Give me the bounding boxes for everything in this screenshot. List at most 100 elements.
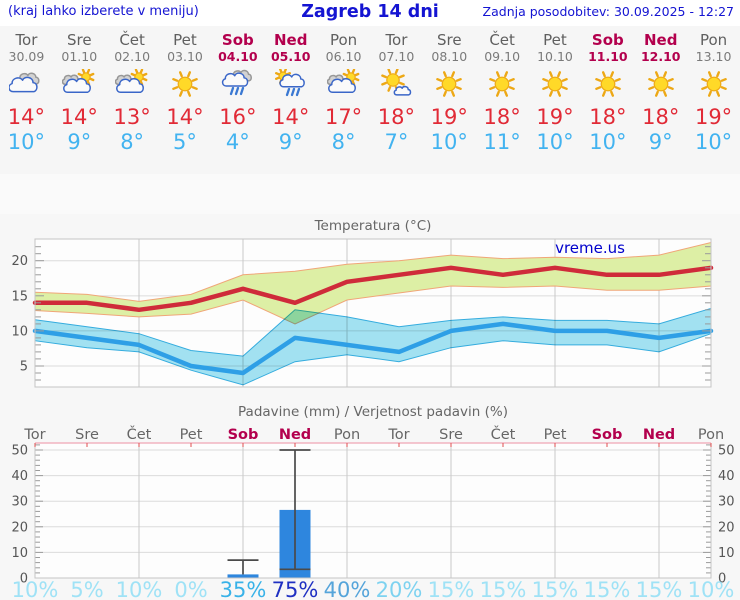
precip-day-label: Čet [127, 425, 152, 443]
precip-day-label: Tor [387, 427, 409, 443]
day-name-label: Tor [385, 31, 408, 49]
precip-day-label: Sob [592, 427, 623, 443]
precipitation-chart: 0 0 10 10 20 20 30 30 40 40 50 50 Padavine (mm) / Ve… [11, 404, 735, 600]
high-temp-label: 19° [694, 104, 733, 129]
sun-rain-icon [274, 67, 305, 97]
day-date-label: 11.10 [588, 48, 628, 64]
page-title: Zagreb 14 dni [301, 2, 439, 22]
precip-probability-label: 15% [428, 578, 475, 600]
menu-hint: (kraj lahko izberete v meniju) [8, 4, 199, 19]
precip-day-label: Pet [544, 427, 567, 443]
day-column: Pon 13.10 19° 10° [687, 26, 740, 174]
y-axis-label: 40 [11, 469, 28, 484]
axis-ticks [35, 246, 711, 381]
sunny-icon [436, 71, 463, 97]
y-axis-label: 20 [11, 254, 28, 269]
day-column: Pet 10.10 19° 10° [529, 26, 582, 174]
sunny-icon [489, 71, 515, 97]
precip-day-label: Čet [491, 425, 516, 443]
day-name-label: Pet [173, 31, 197, 49]
day-name-label: Ned [273, 31, 308, 49]
cloudy-icon [8, 72, 40, 93]
day-name-label: Čet [119, 31, 145, 49]
day-column: Tor 07.10 18° 7° [370, 26, 423, 174]
y-axis-label-right: 0 [718, 572, 726, 587]
precip-day-label: Pet [180, 427, 203, 443]
high-temp-label: 19° [536, 104, 574, 129]
day-date-label: 04.10 [218, 48, 258, 64]
plot-frame [34, 443, 712, 579]
low-temp-label: 9° [67, 129, 92, 154]
precip-probability-label: 35% [220, 578, 267, 600]
day-name-label: Sob [221, 31, 254, 49]
day-date-label: 13.10 [695, 48, 732, 64]
day-date-label: 02.10 [114, 48, 151, 64]
day-column: Sre 08.10 19° 10° [423, 26, 476, 174]
day-date-label: 09.10 [484, 48, 521, 64]
day-column: Ned 05.10 14° 9° [264, 26, 317, 174]
high-temp-label: 17° [324, 104, 363, 129]
high-temp-label: 18° [483, 104, 521, 129]
watermark-link[interactable]: vreme.us [555, 239, 625, 257]
precip-day-label: Pon [698, 427, 724, 443]
sun-cloud-icon [62, 68, 95, 93]
day-name-label: Sre [436, 31, 462, 49]
day-name-label: Ned [643, 31, 678, 49]
day-date-label: 05.10 [270, 48, 311, 64]
precip-day-label: Ned [643, 427, 675, 443]
min-temp-line [32, 321, 714, 376]
y-axis-label: 0 [20, 572, 28, 587]
temperature-chart: 5 10 15 20 Temperatura (°C) vreme.us [11, 218, 714, 388]
precip-probability-label: 0% [174, 578, 207, 600]
low-temp-label: 8° [120, 129, 145, 154]
grid-lines [35, 443, 711, 578]
day-column: Čet 09.10 18° 11° [476, 26, 529, 174]
day-date-label: 03.10 [167, 48, 203, 64]
y-axis-label-right: 30 [718, 495, 735, 510]
y-axis-label: 15 [11, 289, 28, 304]
precip-probability-label: 10% [688, 578, 735, 600]
sunny-icon [700, 71, 727, 97]
sunny-icon [647, 71, 674, 97]
sunny-icon [172, 71, 198, 97]
y-axis-label-right: 50 [718, 444, 735, 459]
precip-day-label: Tor [23, 427, 45, 443]
chart-title: Temperatura (°C) [314, 218, 432, 234]
day-column: Čet 02.10 13° 8° [106, 26, 159, 174]
low-temp-label: 10° [536, 129, 574, 154]
precip-day-label: Sre [75, 427, 99, 443]
low-temp-label: 11° [483, 129, 521, 154]
day-date-label: 30.09 [8, 48, 45, 64]
precip-probability-label: 15% [480, 578, 527, 600]
high-temp-label: 18° [377, 104, 416, 129]
precip-probability-label: 40% [324, 578, 371, 600]
y-axis-label-right: 10 [718, 546, 735, 561]
y-axis-label: 10 [11, 546, 28, 561]
precip-whiskers [227, 449, 311, 575]
day-column: Sob 11.10 18° 10° [581, 26, 634, 174]
day-column: Pon 06.10 17° 8° [317, 26, 370, 174]
high-temp-label: 14° [60, 104, 98, 129]
precip-probability-label: 10% [116, 578, 163, 600]
precip-probability-label: 75% [272, 578, 319, 600]
high-temp-label: 14° [272, 104, 310, 129]
y-axis-label-right: 40 [718, 469, 735, 484]
high-temp-label: 13° [113, 104, 151, 129]
low-temp-label: 4° [225, 129, 250, 154]
day-column: Tor 30.09 14° 10° [0, 26, 53, 174]
day-date-label: 01.10 [61, 48, 98, 64]
low-temp-label: 10° [7, 129, 46, 154]
day-name-label: Tor [15, 31, 38, 49]
chart-title: Padavine (mm) / Verjetnost padavin (%) [238, 404, 508, 420]
sunny-icon [542, 71, 568, 97]
day-name-label: Sob [591, 31, 624, 49]
sunny-cloud-icon [381, 68, 412, 96]
high-temp-label: 16° [219, 104, 257, 129]
precip-probability-label: 20% [376, 578, 423, 600]
plot-frame [34, 238, 712, 388]
forecast-strip: Tor 30.09 14° 10° Sre 01.10 14° 9° Čet 02.10 13° 8°… [0, 26, 740, 174]
y-axis-label: 5 [20, 359, 28, 374]
precip-day-label: Sre [439, 427, 463, 443]
max-temp-line [32, 265, 714, 313]
high-temp-label: 18° [589, 104, 627, 129]
